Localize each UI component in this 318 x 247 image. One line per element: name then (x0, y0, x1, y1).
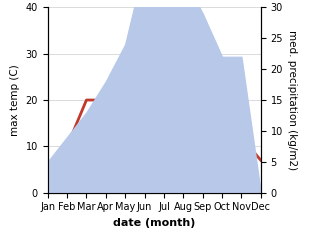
Y-axis label: med. precipitation (kg/m2): med. precipitation (kg/m2) (287, 30, 297, 170)
Y-axis label: max temp (C): max temp (C) (10, 64, 20, 136)
X-axis label: date (month): date (month) (113, 218, 196, 228)
